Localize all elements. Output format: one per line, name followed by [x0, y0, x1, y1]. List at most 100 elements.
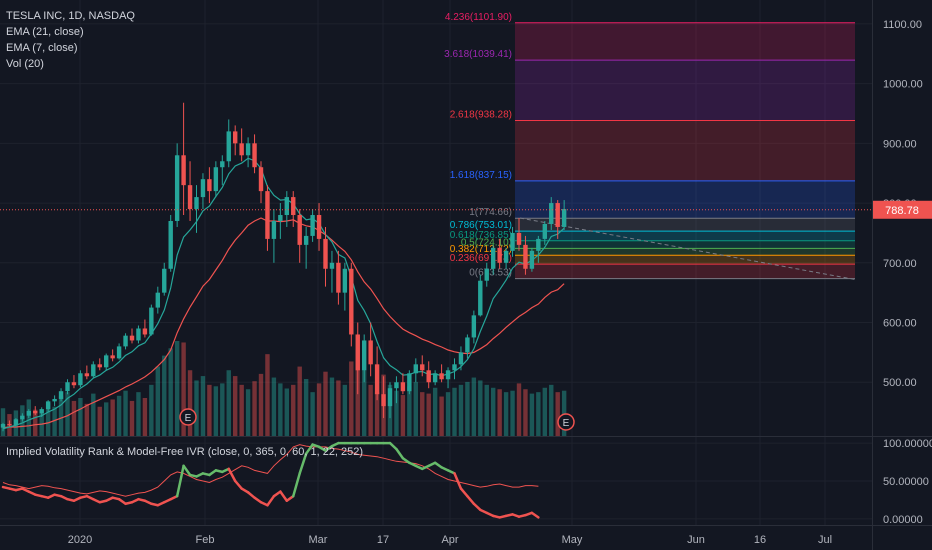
candle-body[interactable]: [58, 391, 64, 399]
candle-body[interactable]: [336, 262, 341, 293]
candle-body[interactable]: [78, 373, 83, 386]
candle-body[interactable]: [387, 388, 393, 407]
chart-title[interactable]: TESLA INC, 1D, NASDAQ: [6, 10, 135, 22]
candle-body[interactable]: [549, 203, 554, 224]
candle-body[interactable]: [349, 268, 354, 335]
candle-body[interactable]: [149, 307, 154, 335]
candle-body[interactable]: [7, 424, 12, 426]
candle-body[interactable]: [284, 197, 289, 216]
candle-body[interactable]: [187, 185, 193, 210]
candle-body[interactable]: [413, 364, 418, 374]
candle-body[interactable]: [516, 232, 522, 245]
candle-body[interactable]: [400, 382, 406, 392]
candle-body[interactable]: [181, 155, 186, 186]
earnings-marker[interactable]: [179, 408, 197, 426]
volume-bar: [284, 388, 289, 436]
candle-body[interactable]: [207, 179, 212, 192]
candle-body[interactable]: [452, 364, 457, 371]
candle-body[interactable]: [233, 131, 238, 144]
ema21-legend[interactable]: EMA (21, close): [6, 26, 84, 38]
earnings-marker[interactable]: [557, 413, 575, 431]
candle-body[interactable]: [323, 238, 328, 269]
candle-body[interactable]: [39, 409, 44, 414]
candle-body[interactable]: [529, 250, 535, 269]
candle-body[interactable]: [213, 167, 219, 192]
candle-body[interactable]: [510, 232, 515, 251]
candle-body[interactable]: [84, 373, 90, 377]
candle-body[interactable]: [252, 143, 257, 168]
candle-body[interactable]: [271, 220, 277, 239]
candle-body[interactable]: [20, 415, 25, 420]
candle-body[interactable]: [265, 191, 270, 239]
candle-body[interactable]: [45, 401, 51, 410]
candle-body[interactable]: [116, 346, 122, 359]
candle-body[interactable]: [432, 373, 438, 383]
ivr-legend[interactable]: Implied Volatility Rank & Model-Free IVR…: [6, 446, 364, 458]
fibonacci-retracement[interactable]: 0(673.53) 0.236(697.74)0.382(712.72)0.5(7…: [444, 12, 856, 281]
candle-body[interactable]: [52, 398, 57, 402]
candle-body[interactable]: [65, 382, 70, 392]
candle-body[interactable]: [194, 197, 199, 210]
candle-body[interactable]: [478, 280, 483, 316]
candle-body[interactable]: [561, 209, 567, 227]
candle-body[interactable]: [426, 370, 431, 383]
candle-body[interactable]: [407, 373, 412, 392]
candle-body[interactable]: [104, 355, 109, 368]
candles[interactable]: [0, 102, 567, 432]
candle-body[interactable]: [342, 268, 348, 293]
candle-body[interactable]: [394, 382, 399, 389]
candle-body[interactable]: [136, 328, 141, 341]
candle-body[interactable]: [291, 197, 296, 216]
ema7-legend[interactable]: EMA (7, close): [6, 42, 78, 54]
candle-body[interactable]: [26, 410, 31, 416]
candle-body[interactable]: [162, 268, 167, 293]
candle-body[interactable]: [523, 244, 528, 269]
candle-body[interactable]: [355, 334, 360, 371]
candle-body[interactable]: [374, 364, 380, 395]
candle-body[interactable]: [13, 419, 19, 426]
candle-body[interactable]: [555, 203, 560, 227]
candle-body[interactable]: [445, 370, 451, 380]
candle-body[interactable]: [542, 223, 547, 239]
candle-body[interactable]: [465, 337, 470, 353]
candle-body[interactable]: [491, 247, 496, 269]
candle-body[interactable]: [226, 131, 231, 162]
candle-body[interactable]: [220, 161, 225, 168]
candle-body[interactable]: [33, 410, 38, 414]
candle-body[interactable]: [200, 179, 206, 198]
candle-body[interactable]: [471, 315, 477, 338]
volume-legend[interactable]: Vol (20): [6, 58, 44, 70]
candle-body[interactable]: [503, 250, 509, 263]
candle-body[interactable]: [362, 340, 367, 371]
candle-body[interactable]: [381, 394, 386, 407]
candle-body[interactable]: [174, 155, 180, 221]
candle-body[interactable]: [245, 143, 251, 156]
candle-body[interactable]: [258, 167, 264, 192]
candle-body[interactable]: [420, 364, 425, 371]
candle-body[interactable]: [123, 335, 128, 347]
candle-body[interactable]: [142, 328, 148, 335]
candle-body[interactable]: [239, 143, 244, 156]
candle-body[interactable]: [303, 235, 309, 245]
candle-body[interactable]: [155, 292, 160, 308]
candle-body[interactable]: [439, 373, 444, 380]
candle-body[interactable]: [0, 424, 6, 428]
candle-body[interactable]: [368, 340, 373, 365]
candle-body[interactable]: [97, 364, 102, 368]
candle-body[interactable]: [484, 268, 489, 281]
candle-body[interactable]: [71, 382, 77, 386]
candle-body[interactable]: [91, 364, 96, 377]
candle-body[interactable]: [310, 215, 315, 236]
candle-body[interactable]: [536, 238, 541, 251]
candle-body[interactable]: [297, 215, 302, 245]
candle-body[interactable]: [129, 335, 135, 341]
fib-trend-line: [519, 217, 856, 281]
candle-body[interactable]: [278, 215, 283, 221]
candle-body[interactable]: [458, 352, 464, 365]
candle-body[interactable]: [497, 247, 502, 263]
candle-body[interactable]: [329, 262, 335, 269]
candle-body[interactable]: [110, 355, 115, 359]
candle-body[interactable]: [168, 220, 173, 269]
candle-body[interactable]: [316, 215, 322, 239]
